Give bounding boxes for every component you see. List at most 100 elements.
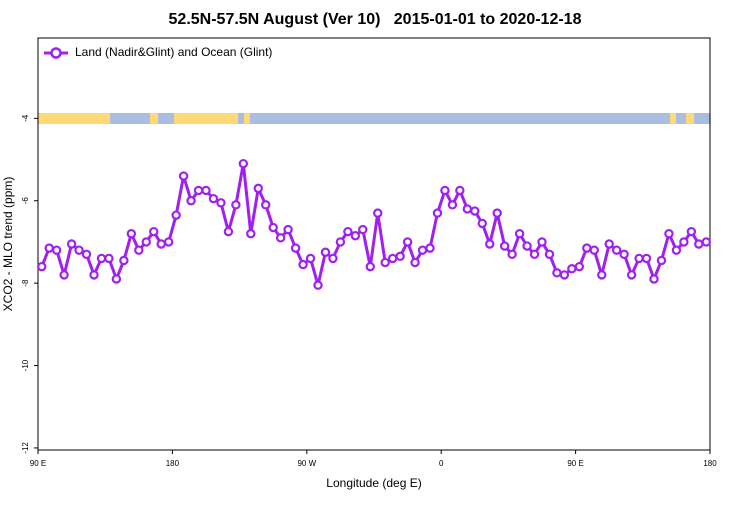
y-tick-label: -8 <box>21 279 30 287</box>
data-point <box>66 239 77 249</box>
data-point <box>283 224 293 235</box>
data-point <box>253 183 263 194</box>
data-point <box>380 257 390 268</box>
y-tick-label: -12 <box>21 442 30 454</box>
data-point <box>686 226 697 237</box>
data-point <box>343 226 353 237</box>
data-point <box>664 228 674 239</box>
data-point <box>163 237 174 247</box>
data-point <box>111 274 122 284</box>
x-tick-label: 90 E <box>30 459 46 468</box>
data-point <box>529 249 540 259</box>
y-axis-label: XCO2 - MLO trend (ppm) <box>1 177 15 312</box>
land-ocean-band <box>38 113 710 124</box>
x-tick-label: 0 <box>439 459 444 468</box>
data-point <box>335 237 346 247</box>
data-point <box>171 210 181 220</box>
data-point <box>358 224 368 235</box>
ocean-strip <box>158 113 174 124</box>
data-point <box>193 185 204 196</box>
data-point <box>149 226 159 237</box>
data-point <box>313 280 323 290</box>
data-point <box>462 204 473 214</box>
y-tick-label: -10 <box>21 359 30 371</box>
data-point <box>186 196 196 206</box>
data-point <box>141 237 151 247</box>
data-point <box>208 193 219 204</box>
ocean-strip <box>110 113 150 124</box>
data-point <box>74 245 84 255</box>
x-tick-label: 90 W <box>297 459 316 468</box>
data-point <box>447 200 458 210</box>
data-point <box>455 185 465 196</box>
data-point <box>589 245 599 255</box>
x-tick-label: 180 <box>166 459 180 468</box>
data-point <box>425 243 435 253</box>
data-point <box>328 253 338 264</box>
data-point <box>417 245 428 255</box>
y-tick-label: -6 <box>21 197 30 205</box>
data-point <box>298 259 308 270</box>
data-point <box>275 233 286 243</box>
ocean-strip <box>250 113 670 124</box>
data-point <box>156 239 166 249</box>
data-point <box>507 249 517 259</box>
data-point <box>492 208 502 218</box>
data-point <box>499 241 510 251</box>
y-tick-label: -4 <box>21 114 30 122</box>
data-point <box>37 261 47 272</box>
data-point <box>440 185 450 196</box>
data-point <box>626 270 637 280</box>
chart-title: 52.5N-57.5N August (Ver 10) 2015-01-01 t… <box>169 11 582 28</box>
data-point <box>679 237 689 247</box>
data-point <box>104 253 114 264</box>
data-point <box>611 245 622 255</box>
data-point <box>387 253 398 264</box>
legend-entry: Land (Nadir&Glint) and Ocean (Glint) <box>44 45 272 59</box>
data-point <box>44 243 54 253</box>
data-point <box>694 239 704 249</box>
data-point <box>537 237 547 247</box>
data-point <box>261 200 271 210</box>
x-tick-label: 180 <box>703 459 717 468</box>
ocean-strip <box>676 113 686 124</box>
x-tick-label: 90 E <box>567 459 583 468</box>
data-point <box>567 264 577 274</box>
data-point <box>305 253 316 264</box>
legend-label: Land (Nadir&Glint) and Ocean (Glint) <box>75 45 272 59</box>
data-point <box>604 239 614 249</box>
data-point <box>656 255 667 266</box>
legend-marker <box>50 47 62 59</box>
data-point <box>522 241 532 251</box>
data-point <box>634 253 644 264</box>
data-point <box>619 249 629 259</box>
data-point <box>96 253 107 264</box>
data-point <box>238 158 249 169</box>
data-point <box>649 274 659 284</box>
data-point <box>552 268 562 278</box>
data-point <box>701 237 711 247</box>
data-point <box>410 257 420 268</box>
data-point <box>574 261 585 272</box>
data-point <box>89 270 99 280</box>
data-point <box>126 228 137 239</box>
data-point <box>544 249 555 259</box>
x-axis-label: Longitude (deg E) <box>326 476 421 490</box>
data-point <box>201 185 211 196</box>
data-point <box>514 228 525 239</box>
data-point <box>134 245 144 255</box>
ocean-strip <box>238 113 244 124</box>
data-point <box>671 245 682 255</box>
data-point <box>231 200 241 210</box>
data-point <box>290 243 301 253</box>
data-point <box>402 237 413 247</box>
data-point <box>268 222 278 233</box>
data-point <box>320 247 331 257</box>
data-point <box>81 249 92 259</box>
data-point <box>51 245 62 255</box>
data-point <box>119 255 129 266</box>
data-point <box>178 171 189 181</box>
data-point <box>373 208 383 218</box>
data-point <box>641 253 652 264</box>
